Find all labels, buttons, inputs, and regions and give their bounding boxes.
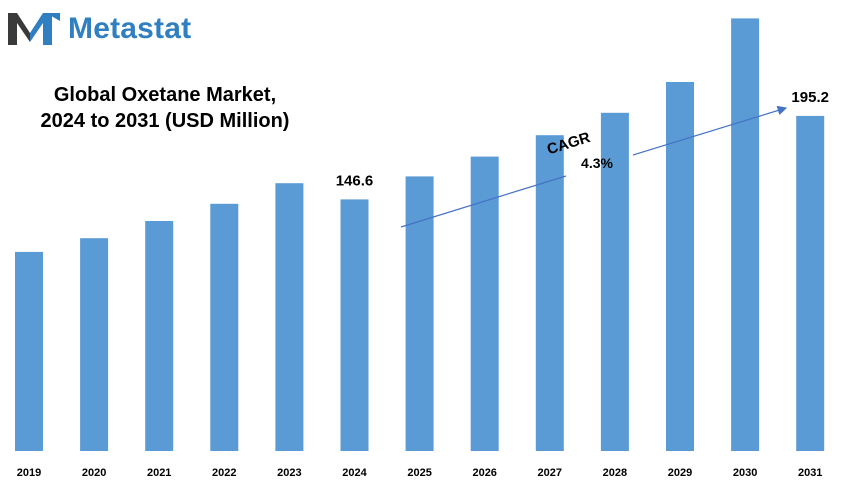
bar-2022 — [210, 203, 239, 451]
metastat-m-logo-icon — [8, 13, 60, 45]
data-label-2024: 146.6 — [336, 172, 374, 189]
bar-2026 — [470, 156, 499, 451]
bar-2024 — [340, 199, 369, 451]
brand-name: Metastat — [68, 12, 192, 45]
x-tick-label-2028: 2028 — [603, 467, 627, 479]
bar-2019 — [15, 251, 43, 451]
x-tick-label-2020: 2020 — [82, 467, 106, 479]
bar-2030 — [731, 18, 760, 452]
cagr-arrow-segment-end — [632, 105, 788, 156]
x-tick-label-2023: 2023 — [277, 467, 301, 479]
x-tick-label-2030: 2030 — [733, 467, 757, 479]
x-tick-label-2027: 2027 — [538, 467, 562, 479]
bar-2021 — [145, 221, 174, 451]
bar-2031 — [796, 115, 825, 452]
bar-2028 — [600, 112, 629, 452]
bar-2023 — [275, 183, 304, 451]
x-tick-label-2022: 2022 — [212, 467, 236, 479]
x-tick-label-2025: 2025 — [407, 467, 431, 479]
x-tick-label-2029: 2029 — [668, 467, 692, 479]
x-tick-label-2026: 2026 — [472, 467, 496, 479]
x-tick-label-2024: 2024 — [342, 467, 367, 479]
cagr-value: 4.3% — [581, 155, 613, 171]
bar-2020 — [80, 238, 109, 451]
chart-title: Global Oxetane Market, 2024 to 2031 (USD… — [20, 82, 310, 134]
bar-2027 — [535, 135, 564, 451]
data-label-2031: 195.2 — [791, 89, 829, 106]
x-tick-label-2031: 2031 — [798, 467, 822, 479]
cagr-label: CAGR — [545, 129, 592, 158]
cagr-arrow-segment-start — [400, 175, 567, 228]
x-tick-label-2021: 2021 — [147, 467, 171, 479]
brand-logo: Metastat — [6, 8, 191, 50]
x-tick-label-2019: 2019 — [17, 467, 41, 479]
bar-2025 — [405, 176, 434, 451]
chart-title-line-2: 2024 to 2031 (USD Million) — [40, 110, 290, 132]
chart-title-line-1: Global Oxetane Market, — [53, 84, 277, 106]
